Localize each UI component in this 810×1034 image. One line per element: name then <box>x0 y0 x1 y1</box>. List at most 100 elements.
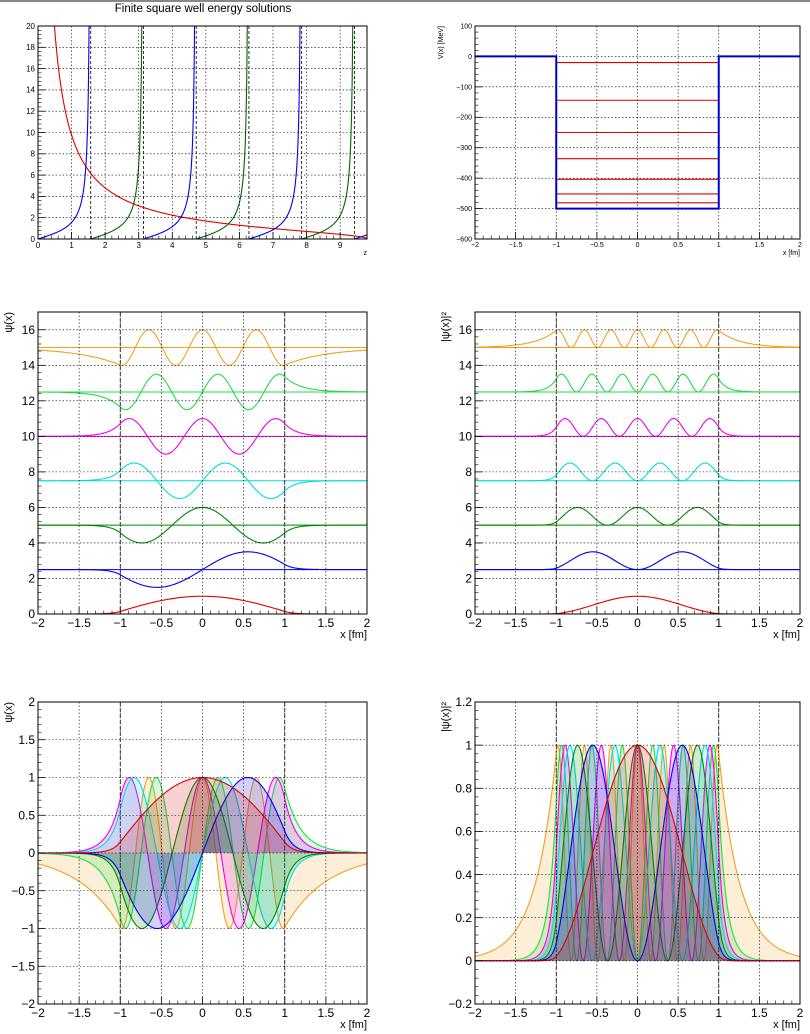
fill-n=6 <box>475 745 800 961</box>
y-tick-label: 0 <box>31 235 36 244</box>
series-tan-branch <box>38 26 90 239</box>
y-tick-label: 16 <box>459 323 473 337</box>
x-tick-label: −0.5 <box>585 616 609 630</box>
y-tick-label: −500 <box>456 206 472 213</box>
x-axis-label: x [fm] <box>773 1019 800 1031</box>
y-tick-label: 0.8 <box>455 781 472 795</box>
x-tick-label: 1.5 <box>318 1006 335 1020</box>
wavefunction-n=2 <box>38 551 367 588</box>
y-tick-label: 1.2 <box>455 695 472 709</box>
y-tick-label: 4 <box>465 536 472 550</box>
y-tick-label: 14 <box>459 358 473 372</box>
y-tick-label: −2 <box>21 997 35 1011</box>
x-tick-label: 2 <box>103 241 108 250</box>
y-tick-label: 2 <box>28 695 35 709</box>
y-tick-label: 12 <box>26 107 35 116</box>
y-tick-label: 6 <box>465 501 472 515</box>
panel-p4: −2 −1.5 −1 −0.5 0 0.5 1 1.5 2 0 2 4 6 8 10 12 14 16 x [fm]… <box>440 311 804 641</box>
x-tick-label: −2 <box>468 616 482 630</box>
y-tick-label: 0 <box>28 846 35 860</box>
x-tick-label: 0 <box>199 616 206 630</box>
y-tick-label: 12 <box>22 394 36 408</box>
x-tick-label: 1 <box>69 241 74 250</box>
y-tick-label: 10 <box>22 430 36 444</box>
series-sqrt-curve <box>53 26 367 239</box>
y-tick-label: 8 <box>465 465 472 479</box>
y-tick-label: 0.4 <box>455 868 472 882</box>
x-tick-label: −1 <box>552 242 560 249</box>
y-tick-label: 10 <box>26 128 35 137</box>
x-tick-label: −1 <box>113 616 127 630</box>
y-tick-label: −100 <box>456 84 472 91</box>
x-tick-label: −0.5 <box>150 1006 174 1020</box>
x-tick-label: −1 <box>549 616 563 630</box>
y-tick-label: 16 <box>26 64 35 73</box>
y-tick-label: 18 <box>26 43 35 52</box>
x-tick-label: 0.5 <box>235 1006 252 1020</box>
x-tick-label: 1 <box>717 242 721 249</box>
y-tick-label: 2 <box>465 572 472 586</box>
window-top-border <box>0 0 810 2</box>
x-tick-label: 6 <box>237 241 242 250</box>
x-tick-label: 1.5 <box>751 1006 768 1020</box>
wavefunction-n=5 <box>38 418 367 455</box>
x-axis-label: x [fm] <box>773 629 800 641</box>
x-axis-label: x [fm] <box>340 629 367 641</box>
x-tick-label: −2 <box>471 242 479 249</box>
y-tick-label: −1.5 <box>11 959 35 973</box>
x-tick-label: −1.5 <box>67 1006 91 1020</box>
fill-n=4 <box>475 745 800 961</box>
y-tick-label: 14 <box>22 358 36 372</box>
x-tick-label: −0.5 <box>585 1006 609 1020</box>
y-tick-label: 12 <box>459 394 473 408</box>
x-tick-label: 1 <box>715 616 722 630</box>
panel-p5: −2 −1.5 −1 −0.5 0 0.5 1 1.5 2 −2 −1.5 −1 −0.5 0 0.5 1 1.… <box>3 695 371 1031</box>
series-tan-branch <box>354 234 367 239</box>
figure-title: Finite square well energy solutions <box>115 3 292 15</box>
y-axis-label: ψ(x) <box>3 312 15 333</box>
x-tick-label: −1.5 <box>504 616 528 630</box>
series-tan-branch <box>143 26 196 239</box>
x-tick-label: 0 <box>634 1006 641 1020</box>
y-tick-label: −0.5 <box>11 884 35 898</box>
x-axis-label: x [fm] <box>340 1019 367 1031</box>
x-tick-label: −2 <box>31 1006 45 1020</box>
x-tick-label: 1 <box>281 616 288 630</box>
y-tick-label: 6 <box>28 501 35 515</box>
x-tick-label: 0.5 <box>235 616 252 630</box>
x-tick-label: −0.5 <box>150 616 174 630</box>
wavefunction-n=6 <box>475 373 800 393</box>
plot-area-p1 <box>38 26 367 239</box>
y-tick-label: 4 <box>31 192 36 201</box>
y-tick-label: −0.2 <box>448 997 472 1011</box>
x-tick-label: 0 <box>36 241 41 250</box>
y-tick-label: 0.2 <box>455 911 472 925</box>
x-tick-label: −1.5 <box>504 1006 528 1020</box>
y-axis-label: |ψ(x)|² <box>440 702 452 732</box>
x-tick-label: 9 <box>338 241 343 250</box>
panel-p3: −2 −1.5 −1 −0.5 0 0.5 1 1.5 2 0 2 4 6 8 10 12 14 16 x [fm]… <box>3 311 371 641</box>
x-tick-label: 2 <box>364 616 371 630</box>
x-axis-label: x [fm] <box>783 250 800 257</box>
y-tick-label: 2 <box>28 572 35 586</box>
y-tick-label: −200 <box>456 115 472 122</box>
x-tick-label: 0.5 <box>670 1006 687 1020</box>
panel-p2: −2 −1.5 −1 −0.5 0 0.5 1 1.5 2 −600 −500 −400 −300 −20… <box>438 23 802 257</box>
series-cot-branch <box>301 26 354 239</box>
x-tick-label: 4 <box>170 241 175 250</box>
y-tick-label: 2 <box>31 214 36 223</box>
x-tick-label: 0.5 <box>673 242 683 249</box>
y-tick-label: −400 <box>456 176 472 183</box>
x-tick-label: 2 <box>798 242 802 249</box>
y-tick-label: −600 <box>456 236 472 243</box>
x-tick-label: 8 <box>304 241 309 250</box>
x-tick-label: −1.5 <box>509 242 523 249</box>
x-tick-label: −2 <box>468 1006 482 1020</box>
y-tick-label: 6 <box>31 171 36 180</box>
y-tick-label: 20 <box>26 22 35 31</box>
y-tick-label: 10 <box>459 430 473 444</box>
x-tick-label: 5 <box>204 241 209 250</box>
x-axis-label: z <box>364 250 368 257</box>
